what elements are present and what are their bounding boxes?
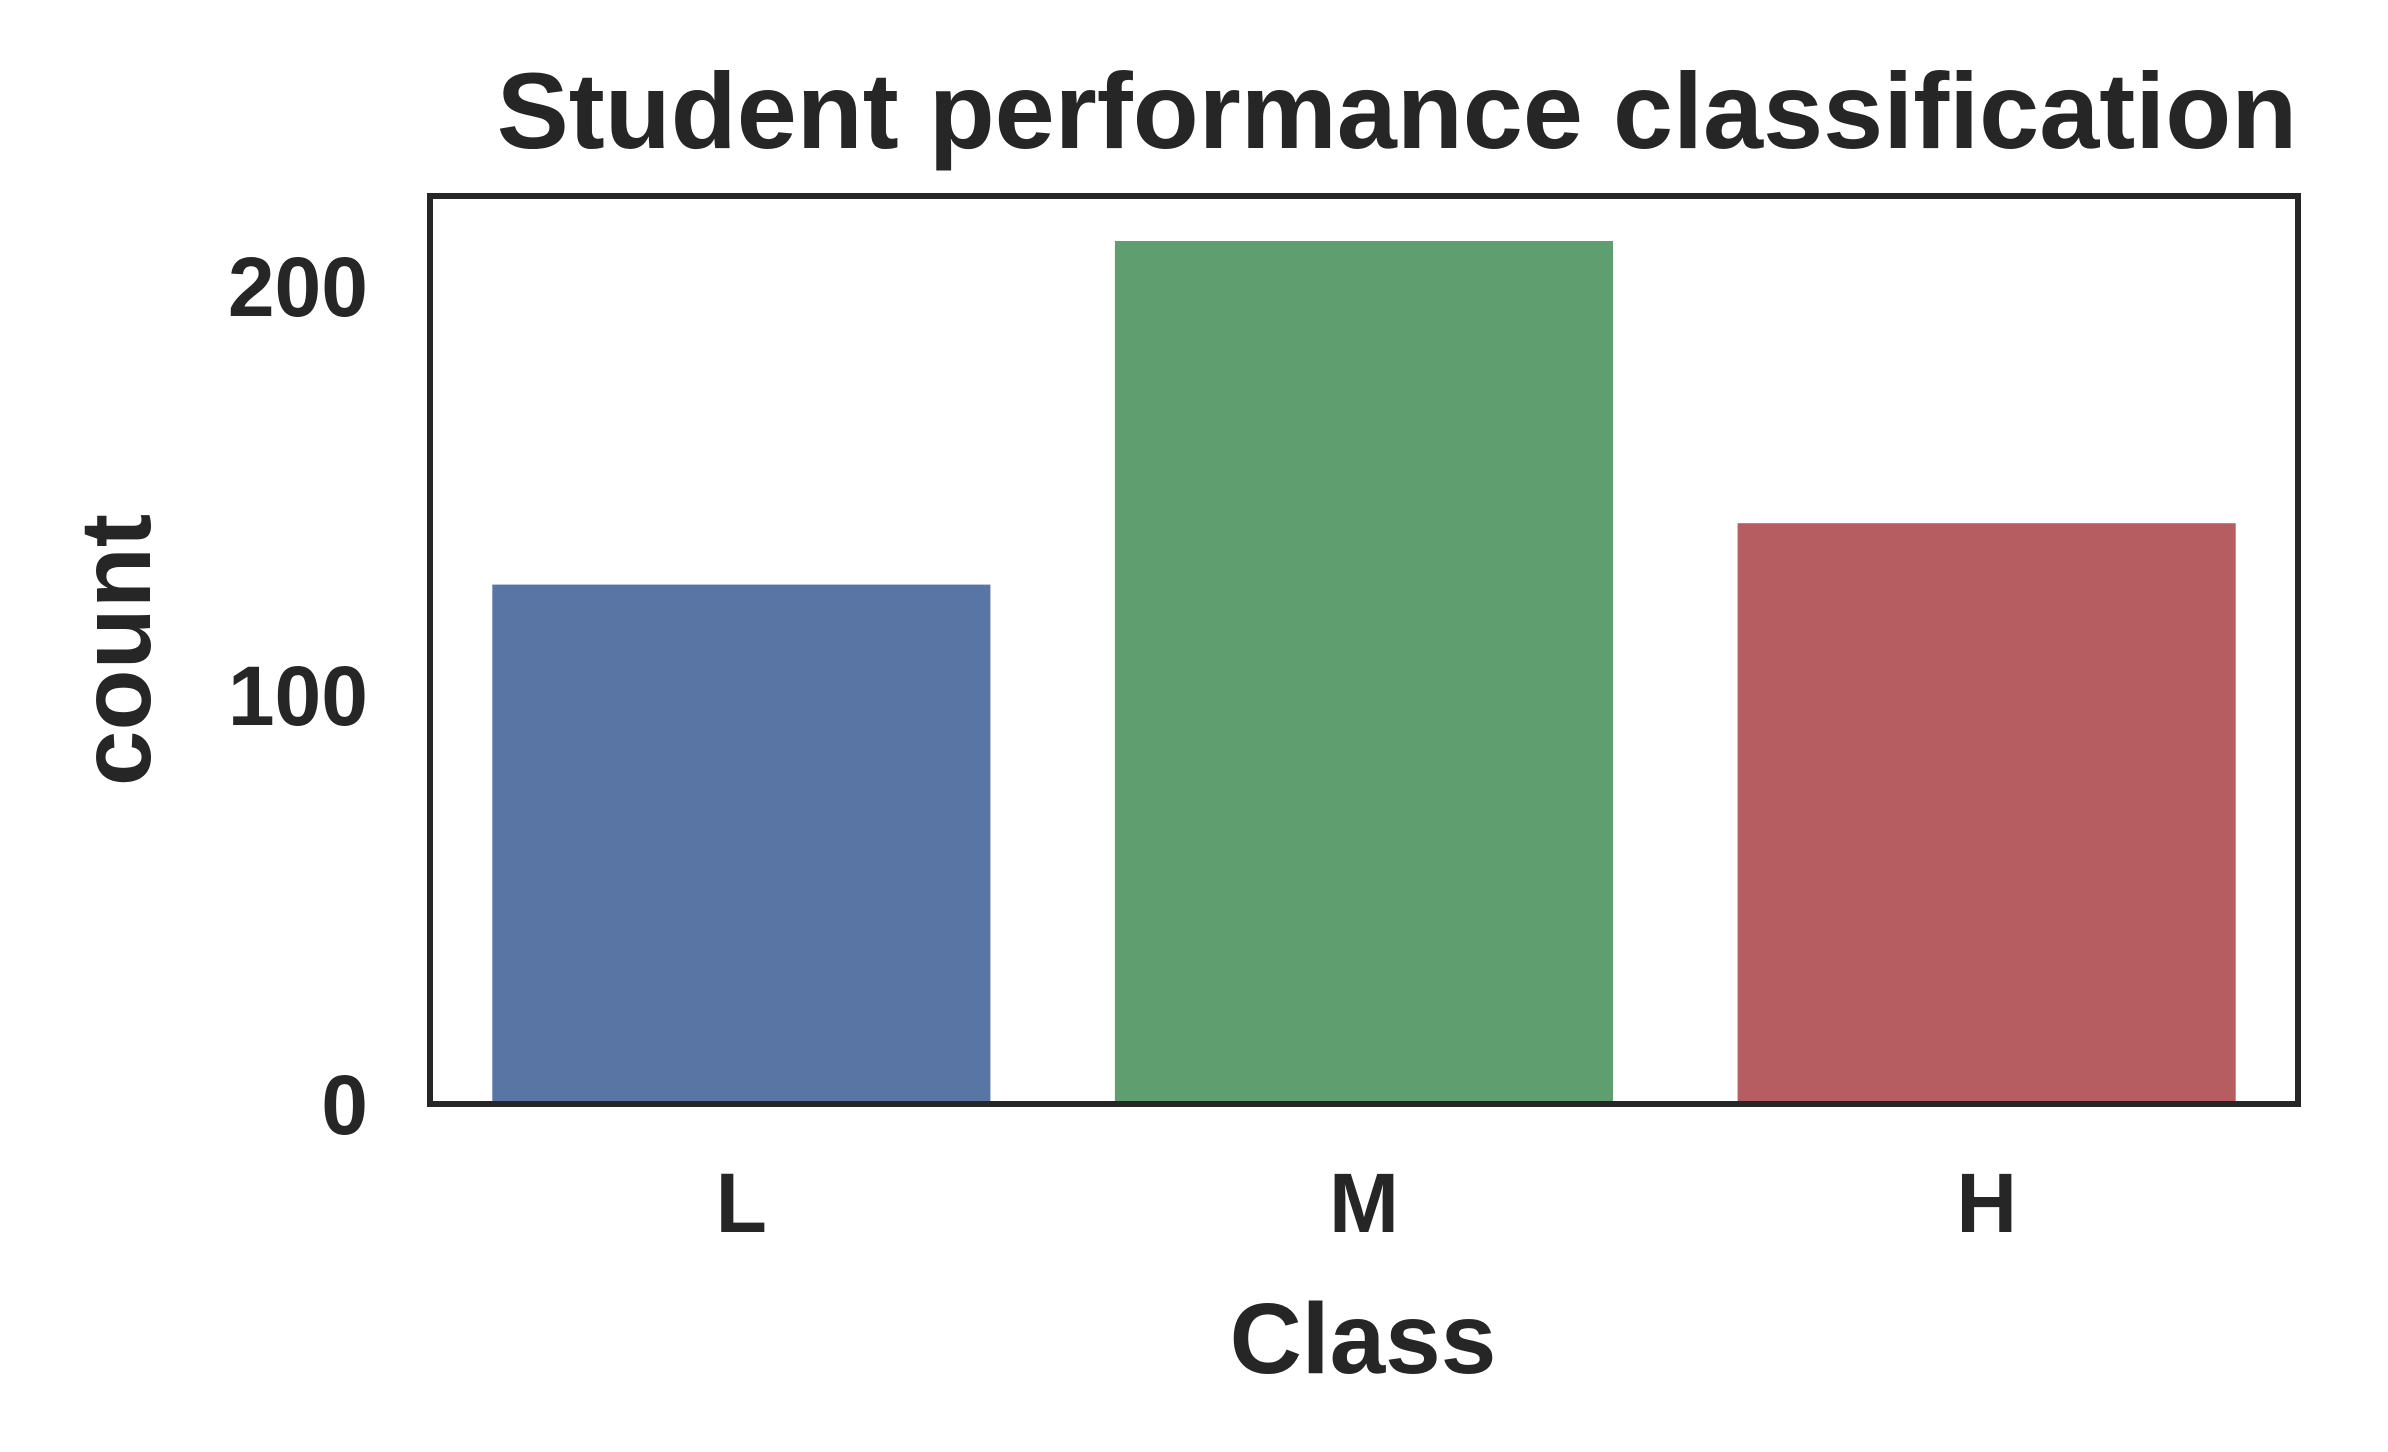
bar-L [492,584,991,1104]
x-tick-label-H: H [1956,1156,2017,1250]
y-tick-labels: 0 100 200 [228,240,368,1152]
chart-title: Student performance classification [497,50,2297,171]
y-tick-label-0: 0 [321,1058,368,1152]
x-axis-label: Class [1230,1283,1497,1395]
x-tick-label-L: L [716,1156,767,1250]
y-tick-label-200: 200 [228,240,368,334]
plot-frame [427,193,2301,1107]
x-tick-label-M: M [1329,1156,1399,1250]
y-tick-label-100: 100 [228,649,368,743]
y-axis-label: count [60,514,172,786]
bar-H [1737,523,2236,1104]
bar-M [1114,241,1613,1104]
bars-layer [492,241,2236,1104]
